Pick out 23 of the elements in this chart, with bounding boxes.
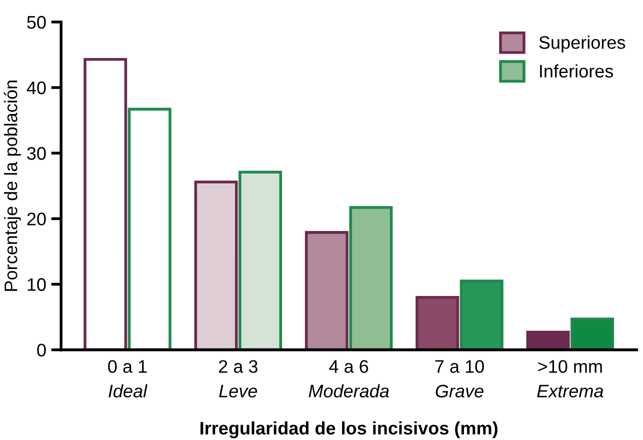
x-tick-label: 2 a 3 Leve <box>218 360 258 398</box>
legend-label: Inferiores <box>540 64 614 78</box>
x-tick-label: 7 a 10 Grave <box>435 360 484 398</box>
bar <box>460 280 504 350</box>
bar <box>194 180 238 350</box>
y-tick-label: 30 <box>27 147 46 160</box>
y-axis-title: Porcentaje de la población <box>4 80 21 291</box>
x-tick-label: 0 a 1 Ideal <box>108 360 148 398</box>
bar <box>570 318 614 350</box>
x-tick-label: 4 a 6 Moderada <box>308 360 389 398</box>
bar <box>349 206 393 350</box>
bar <box>416 296 460 350</box>
y-tick-label: 0 <box>37 344 46 357</box>
y-tick-label: 40 <box>26 81 46 94</box>
y-tick-label: 10 <box>28 278 46 291</box>
y-tick-label: 50 <box>27 16 46 29</box>
x-tick-label: >10 mm Extrema <box>537 360 604 398</box>
legend-label: Superiores <box>539 36 626 52</box>
bar <box>238 170 282 350</box>
x-axis-title: Irregularidad de los incisivos (mm) <box>200 421 498 438</box>
y-tick-label: 20 <box>27 212 46 226</box>
bar <box>304 231 348 350</box>
bar <box>526 330 570 350</box>
